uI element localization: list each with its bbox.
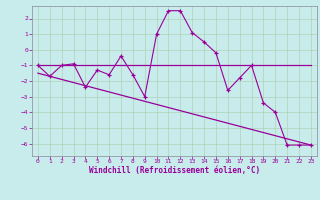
X-axis label: Windchill (Refroidissement éolien,°C): Windchill (Refroidissement éolien,°C) (89, 166, 260, 175)
